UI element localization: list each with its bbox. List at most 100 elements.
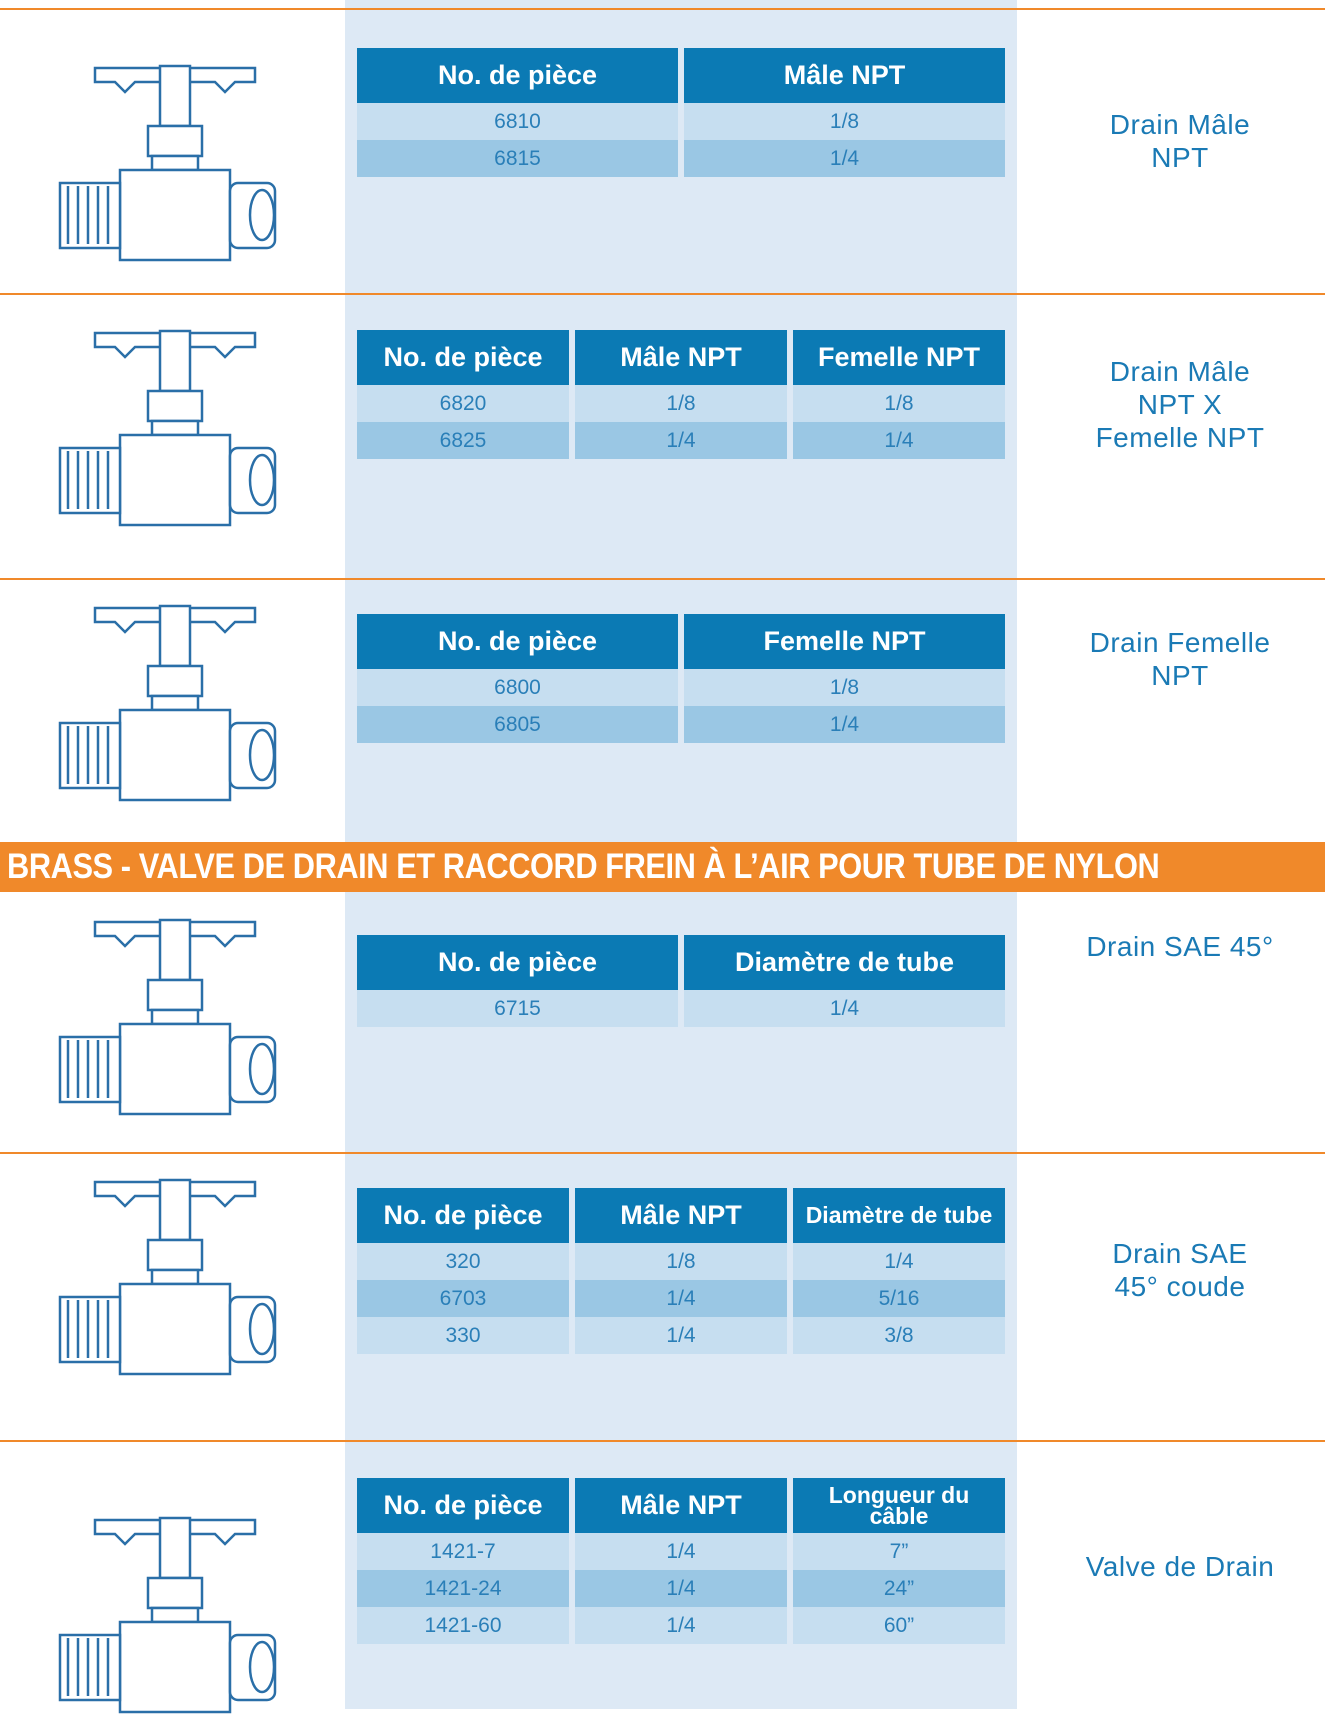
product-label: Drain SAE 45° [1030,930,1325,963]
table-cell: 1/8 [793,385,1005,422]
label-line: NPT [1151,142,1209,173]
column-header: Diamètre de tube [793,1188,1005,1243]
table-row: 1421-24 1/4 24” [357,1570,1005,1607]
column-header: No. de pièce [357,48,678,103]
header-row: No. de pièce Mâle NPT Femelle NPT [357,330,1005,385]
spec-table: No. de pièce Mâle NPT 6810 1/8 6815 1/4 [351,48,1011,177]
header-row: No. de pièce Mâle NPT Longueur du câble [357,1478,1005,1533]
table-row: 6820 1/8 1/8 [357,385,1005,422]
spec-table: No. de pièce Femelle NPT 6800 1/8 6805 1/4 [351,614,1011,743]
column-header: No. de pièce [357,1188,569,1243]
table-row: 1421-60 1/4 60” [357,1607,1005,1644]
header-row: No. de pièce Mâle NPT Diamètre de tube [357,1188,1005,1243]
table-row: 1421-7 1/4 7” [357,1533,1005,1570]
table-cell: 1/8 [575,385,787,422]
header-row: No. de pièce Diamètre de tube [357,935,1005,990]
product-illustration [58,918,277,1116]
column-header: Mâle NPT [684,48,1005,103]
column-header: Longueur du câble [793,1478,1005,1533]
table-cell: 6800 [357,669,678,706]
table-cell: 1/4 [575,1607,787,1644]
product-illustration [58,64,277,262]
column-header: Mâle NPT [575,1478,787,1533]
column-header: Femelle NPT [684,614,1005,669]
table-row: 6800 1/8 [357,669,1005,706]
header-row: No. de pièce Mâle NPT [357,48,1005,103]
spec-table: No. de pièce Mâle NPT Diamètre de tube 320 1… [351,1188,1011,1354]
table-cell: 1/4 [684,990,1005,1027]
product-label: Drain Femelle NPT [1030,626,1325,692]
table-cell: 1/4 [684,140,1005,177]
label-line: NPT X [1137,389,1223,420]
table-cell: 6825 [357,422,569,459]
spec-table: No. de pièce Mâle NPT Longueur du câble 142… [351,1478,1011,1644]
section-banner: BRASS - VALVE DE DRAIN ET RACCORD FREIN … [0,842,1325,892]
label-line: Drain Femelle [1089,627,1271,658]
column-header: No. de pièce [357,330,569,385]
table-cell: 6820 [357,385,569,422]
label-line: Drain SAE [1112,1238,1248,1269]
table-cell: 6703 [357,1280,569,1317]
table-cell: 330 [357,1317,569,1354]
table-row: 330 1/4 3/8 [357,1317,1005,1354]
table-cell: 1/8 [684,669,1005,706]
table-cell: 60” [793,1607,1005,1644]
table-cell: 1/4 [575,1317,787,1354]
table-cell: 1/4 [793,422,1005,459]
label-line: Drain Mâle [1109,356,1251,387]
product-illustration [58,1516,277,1714]
column-header: Mâle NPT [575,1188,787,1243]
divider [0,1440,1325,1442]
table-cell: 1/8 [684,103,1005,140]
table-row: 6815 1/4 [357,140,1005,177]
table-cell: 1421-7 [357,1533,569,1570]
label-line: Femelle NPT [1095,422,1265,453]
table-cell: 1421-60 [357,1607,569,1644]
table-row: 6825 1/4 1/4 [357,422,1005,459]
table-row: 6703 1/4 5/16 [357,1280,1005,1317]
product-label: Drain Mâle NPT X Femelle NPT [1030,355,1325,454]
column-header: No. de pièce [357,1478,569,1533]
table-cell: 1/8 [575,1243,787,1280]
column-header: Mâle NPT [575,330,787,385]
table-cell: 1/4 [575,1280,787,1317]
table-cell: 6715 [357,990,678,1027]
column-header: Femelle NPT [793,330,1005,385]
column-header: No. de pièce [357,935,678,990]
table-cell: 6810 [357,103,678,140]
table-cell: 6815 [357,140,678,177]
spec-table: No. de pièce Mâle NPT Femelle NPT 6820 1/8 1/… [351,330,1011,459]
label-line: Drain SAE 45° [1086,931,1274,962]
table-cell: 6805 [357,706,678,743]
table-row: 320 1/8 1/4 [357,1243,1005,1280]
divider [0,293,1325,295]
divider [0,8,1325,10]
divider [0,1152,1325,1154]
label-line: Valve de Drain [1085,1551,1275,1582]
divider [0,578,1325,580]
product-illustration [58,329,277,527]
header-row: No. de pièce Femelle NPT [357,614,1005,669]
table-cell: 1/4 [575,422,787,459]
label-line: Drain Mâle [1109,109,1251,140]
table-row: 6810 1/8 [357,103,1005,140]
table-row: 6715 1/4 [357,990,1005,1027]
table-cell: 7” [793,1533,1005,1570]
table-cell: 1/4 [684,706,1005,743]
table-cell: 5/16 [793,1280,1005,1317]
product-label: Drain Mâle NPT [1030,108,1325,174]
table-row: 6805 1/4 [357,706,1005,743]
table-cell: 24” [793,1570,1005,1607]
product-label: Valve de Drain [1030,1550,1325,1583]
table-cell: 1/4 [793,1243,1005,1280]
table-cell: 320 [357,1243,569,1280]
label-line: NPT [1151,660,1209,691]
column-header: No. de pièce [357,614,678,669]
table-cell: 1/4 [575,1570,787,1607]
label-line: 45° coude [1114,1271,1246,1302]
product-illustration [58,604,277,802]
product-illustration [58,1178,277,1376]
spec-table: No. de pièce Diamètre de tube 6715 1/4 [351,935,1011,1027]
column-header: Diamètre de tube [684,935,1005,990]
